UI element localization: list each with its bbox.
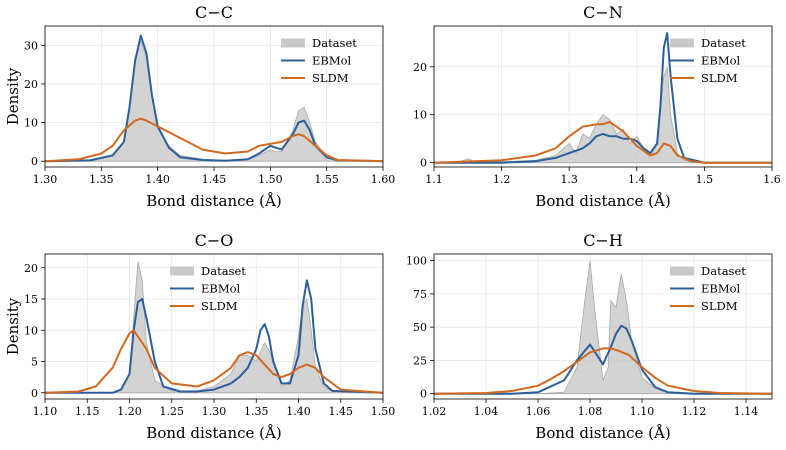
legend-label-ebmol: EBMol xyxy=(701,54,741,68)
x-tick-label: 1.06 xyxy=(526,405,551,418)
y-tick-label: 10 xyxy=(24,117,38,130)
x-tick-label: 1.45 xyxy=(202,173,227,186)
y-tick-label: 15 xyxy=(24,293,38,306)
x-tick-label: 1.35 xyxy=(89,173,114,186)
legend-label-sldm: SLDM xyxy=(201,299,238,313)
y-tick-label: 0 xyxy=(31,155,38,168)
legend-key-dataset xyxy=(670,38,694,48)
x-tick-label: 1.5 xyxy=(696,173,714,186)
x-tick-label: 1.10 xyxy=(33,405,58,418)
legend-label-dataset: Dataset xyxy=(201,264,246,278)
y-tick-label: 25 xyxy=(413,354,427,367)
legend-label-dataset: Dataset xyxy=(312,36,357,50)
x-tick-label: 1.50 xyxy=(371,405,396,418)
x-axis-label: Bond distance (Å) xyxy=(146,424,281,442)
x-tick-label: 1.40 xyxy=(145,173,170,186)
y-tick-label: 20 xyxy=(413,61,427,74)
plot-area xyxy=(434,32,772,164)
series-sldm-line xyxy=(45,329,383,394)
axes-frame xyxy=(433,253,773,400)
axes-frame xyxy=(433,25,773,168)
x-axis-label: Bond distance (Å) xyxy=(535,192,670,210)
series-dataset-area xyxy=(434,260,772,395)
y-axis-label: Density xyxy=(4,67,22,125)
y-axis-label: Density xyxy=(4,297,22,355)
x-tick-label: 1.10 xyxy=(630,405,655,418)
legend-label-ebmol: EBMol xyxy=(312,54,352,68)
x-tick-label: 1.02 xyxy=(422,405,447,418)
legend-label-dataset: Dataset xyxy=(701,36,746,50)
plot-area xyxy=(45,34,383,163)
panel-2: 1.1 1.2 1.3 1.4 1.5 1.6 0 10 20 C−N Bond distance … xyxy=(413,3,781,210)
x-tick-label: 1.35 xyxy=(244,405,269,418)
x-tick-label: 1.60 xyxy=(371,173,396,186)
y-tick-label: 75 xyxy=(413,288,427,301)
legend-label-dataset: Dataset xyxy=(701,264,746,278)
y-tick-label: 20 xyxy=(24,262,38,275)
x-tick-label: 1.1 xyxy=(425,173,443,186)
x-tick-label: 1.4 xyxy=(628,173,646,186)
x-tick-label: 1.20 xyxy=(117,405,142,418)
panel-title: C−H xyxy=(583,231,623,250)
x-tick-label: 1.15 xyxy=(75,405,100,418)
legend: Dataset EBMol SLDM xyxy=(670,264,746,313)
panel-title: C−O xyxy=(195,231,234,250)
x-tick-label: 1.45 xyxy=(329,405,354,418)
panel-4: 1.02 1.04 1.06 1.08 1.10 1.12 1.14 0 25 50 75 100 C−… xyxy=(406,231,773,442)
y-tick-label: 20 xyxy=(24,78,38,91)
panel-3: 1.10 1.15 1.20 1.25 1.30 1.35 1.40 1.45 1.50 0 5 10… xyxy=(4,231,395,442)
y-tick-label: 50 xyxy=(413,321,427,334)
x-tick-label: 1.08 xyxy=(578,405,603,418)
series-ebmol-line xyxy=(434,324,772,395)
x-tick-label: 1.04 xyxy=(474,405,499,418)
legend-key-dataset xyxy=(670,266,694,276)
x-tick-label: 1.25 xyxy=(160,405,185,418)
legend: Dataset EBMol SLDM xyxy=(670,36,746,85)
y-tick-label: 0 xyxy=(420,157,427,170)
plot-area xyxy=(434,260,772,395)
x-axis-label: Bond distance (Å) xyxy=(146,192,281,210)
y-tick-label: 100 xyxy=(406,255,427,268)
legend-label-ebmol: EBMol xyxy=(701,282,741,296)
y-tick-label: 0 xyxy=(31,387,38,400)
panel-title: C−N xyxy=(583,3,623,22)
series-sldm-line xyxy=(434,120,772,164)
series-ebmol-line xyxy=(45,279,383,394)
x-tick-label: 1.12 xyxy=(682,405,707,418)
legend-key-dataset xyxy=(281,38,305,48)
x-tick-label: 1.30 xyxy=(33,173,58,186)
x-tick-label: 1.6 xyxy=(763,173,781,186)
y-tick-label: 30 xyxy=(24,39,38,52)
x-tick-label: 1.50 xyxy=(258,173,283,186)
x-tick-label: 1.55 xyxy=(314,173,339,186)
legend-label-sldm: SLDM xyxy=(701,299,738,313)
legend: Dataset EBMol SLDM xyxy=(281,36,357,85)
x-axis-label: Bond distance (Å) xyxy=(535,424,670,442)
panel-title: C−C xyxy=(195,3,233,22)
legend-label-sldm: SLDM xyxy=(701,71,738,85)
y-tick-label: 10 xyxy=(24,324,38,337)
x-tick-label: 1.40 xyxy=(286,405,311,418)
legend-label-ebmol: EBMol xyxy=(201,282,241,296)
x-tick-label: 1.14 xyxy=(734,405,759,418)
plot-area xyxy=(45,261,383,394)
panel-1: 1.30 1.35 1.40 1.45 1.50 1.55 1.60 0 10 20 30 C−C Bo… xyxy=(4,3,395,210)
series-sldm-line xyxy=(434,347,772,395)
y-tick-label: 5 xyxy=(31,356,38,369)
legend-label-sldm: SLDM xyxy=(312,71,349,85)
legend-key-dataset xyxy=(170,266,194,276)
series-sldm-line xyxy=(45,117,383,163)
series-dataset-area xyxy=(45,261,383,394)
legend: Dataset EBMol SLDM xyxy=(170,264,246,313)
x-tick-label: 1.30 xyxy=(202,405,227,418)
series-ebmol-line xyxy=(45,34,383,163)
x-tick-label: 1.2 xyxy=(493,173,511,186)
y-tick-label: 0 xyxy=(420,388,427,401)
x-tick-label: 1.3 xyxy=(560,173,578,186)
y-tick-label: 10 xyxy=(413,109,427,122)
